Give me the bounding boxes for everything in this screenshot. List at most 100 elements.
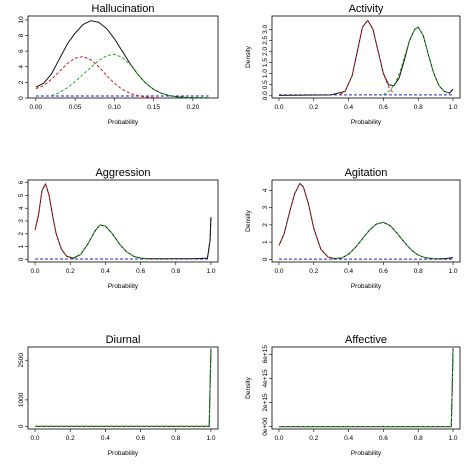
- y-tick-label: 4: [18, 206, 25, 210]
- y-tick-label: 0e+00: [262, 417, 269, 436]
- x-axis-label: Probability: [108, 450, 139, 457]
- x-tick-label: 0.8: [414, 104, 423, 111]
- series-line-comp1: [34, 183, 74, 260]
- x-tick-label: 0.05: [69, 104, 82, 111]
- x-tick-label: 1.0: [449, 104, 458, 111]
- series-line-comp2: [70, 224, 150, 260]
- series-line-comp2: [278, 348, 454, 428]
- y-tick-label: 0: [262, 257, 269, 261]
- y-tick-label: 6: [18, 180, 25, 184]
- panel-affective: Affective 0.0 0.2 0.4 0.6 0.8 1.0 0e+00 2e+15 4e+…: [245, 334, 461, 457]
- x-tick-label: 0.2: [66, 268, 75, 275]
- plot-frame: [271, 346, 461, 430]
- x-tick-label: 0.8: [414, 435, 423, 442]
- plot-frame: [27, 346, 219, 430]
- x-tick-label: 0.4: [344, 435, 353, 442]
- series-line-comp3: [35, 348, 212, 427]
- x-axis-label: Probability: [108, 283, 139, 290]
- panel-title: Hallucination: [92, 3, 155, 15]
- y-tick-label: 4: [18, 65, 25, 69]
- y-tick-label: 6: [18, 49, 25, 53]
- series-line-total: [35, 20, 209, 99]
- y-tick-label: 0.5: [262, 80, 269, 89]
- plot-frame: [27, 15, 219, 99]
- series-line-comp1: [278, 182, 335, 260]
- y-axis-label: Density: [245, 376, 252, 398]
- x-tick-label: 0.20: [187, 104, 200, 111]
- x-tick-label: 0.2: [309, 104, 318, 111]
- y-tick-label: 2.0: [262, 47, 269, 56]
- x-axis-label: Probability: [351, 450, 382, 457]
- y-tick-label: 0: [18, 96, 25, 100]
- y-tick-label: 2: [262, 223, 269, 227]
- panel-agitation: Agitation 0.0 0.2 0.4 0.6 0.8 1.0 0 1 2 3 4 Probabil…: [245, 167, 461, 290]
- panel-title: Activity: [349, 3, 384, 15]
- series-line-comp1: [35, 56, 162, 99]
- x-tick-label: 0.10: [108, 104, 121, 111]
- x-tick-label: 0.0: [274, 104, 283, 111]
- series-line-comp2: [383, 26, 450, 96]
- x-tick-label: 0.6: [379, 104, 388, 111]
- y-tick-label: 2: [18, 232, 25, 236]
- y-tick-label: 0: [18, 257, 25, 261]
- series-line-comp3: [35, 217, 212, 260]
- x-tick-label: 0.0: [274, 268, 283, 275]
- x-tick-label: 0.0: [31, 268, 40, 275]
- y-tick-label: 2e+15: [262, 393, 269, 412]
- panel-title: Affective: [345, 334, 387, 346]
- y-tick-label: 10: [18, 16, 25, 24]
- x-tick-label: 1.0: [449, 268, 458, 275]
- panel-activity: Activity 0.0 0.2 0.4 0.6 0.8 1.0 0.0 0.5 1.0 1.5 2.…: [245, 3, 461, 126]
- series-line-comp2: [51, 53, 209, 99]
- x-tick-label: 0.8: [171, 268, 180, 275]
- x-tick-label: 0.6: [379, 435, 388, 442]
- x-axis-label: Probability: [351, 283, 382, 290]
- y-tick-label: 1: [18, 244, 25, 248]
- series-line-comp3: [278, 348, 454, 428]
- series-line-total: [35, 348, 212, 427]
- y-tick-label: 0.0: [262, 91, 269, 100]
- plot-frame: [27, 179, 219, 263]
- plot-frame: [271, 179, 461, 263]
- x-tick-label: 0.0: [274, 435, 283, 442]
- plot-frame: [271, 15, 461, 99]
- y-axis-label: Density: [245, 209, 252, 231]
- y-tick-label: 3: [262, 205, 269, 209]
- y-tick-label: 3: [18, 219, 25, 223]
- x-tick-label: 0.15: [147, 104, 160, 111]
- x-tick-label: 0.00: [30, 104, 43, 111]
- x-tick-label: 0.2: [309, 435, 318, 442]
- x-tick-label: 0.4: [344, 104, 353, 111]
- y-tick-label: 4: [262, 188, 269, 192]
- x-tick-label: 0.8: [414, 268, 423, 275]
- x-tick-label: 0.6: [136, 435, 145, 442]
- x-tick-label: 0.2: [309, 268, 318, 275]
- y-tick-label: 4e+15: [262, 369, 269, 388]
- y-tick-label: 8: [18, 33, 25, 37]
- x-tick-label: 0.4: [344, 268, 353, 275]
- x-axis-label: Probability: [108, 119, 139, 126]
- y-tick-label: 6e+15: [262, 345, 269, 364]
- x-tick-label: 0.6: [379, 268, 388, 275]
- series-line-comp2: [331, 221, 440, 260]
- y-tick-label: 2500: [18, 353, 25, 368]
- series-line-total: [278, 348, 454, 428]
- y-tick-label: 1.5: [262, 58, 269, 67]
- panel-title: Aggression: [95, 167, 150, 179]
- x-tick-label: 0.4: [101, 435, 110, 442]
- x-tick-label: 0.2: [66, 435, 75, 442]
- panel-hallucination: Hallucination 0.00 0.05 0.10 0.15 0.20 0 2 4 6 8 10…: [18, 3, 219, 126]
- panel-title: Agitation: [345, 167, 388, 179]
- series-line-total: [278, 182, 454, 260]
- x-tick-label: 1.0: [206, 268, 215, 275]
- x-tick-label: 1.0: [449, 435, 458, 442]
- y-tick-label: 0: [18, 424, 25, 428]
- y-tick-label: 1.0: [262, 69, 269, 78]
- y-tick-label: 2: [18, 80, 25, 84]
- panel-title: Diurnal: [106, 334, 141, 346]
- x-tick-label: 0.6: [136, 268, 145, 275]
- panel-diurnal: Diurnal 0.0 0.2 0.4 0.6 0.8 1.0 0 1000 2500 Probab…: [18, 334, 219, 457]
- series-line-comp1: [339, 19, 395, 96]
- x-tick-label: 0.0: [31, 435, 40, 442]
